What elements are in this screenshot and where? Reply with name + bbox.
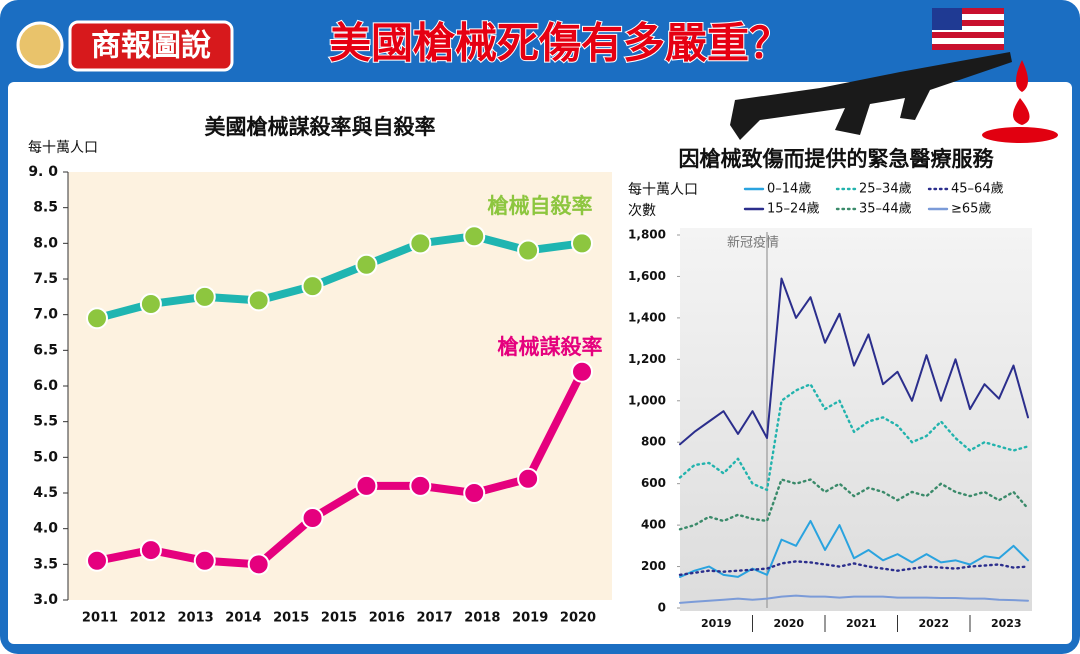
blood-drops: [1012, 60, 1030, 125]
point: [463, 225, 486, 248]
y-tick-label: 400: [641, 518, 666, 532]
y-tick-label: 4.0: [33, 521, 58, 537]
y-axis-label: 每十萬人口: [28, 140, 98, 156]
legend-label: 35–44歲: [859, 202, 912, 217]
point: [301, 275, 324, 298]
annotation: 新冠疫情: [727, 235, 779, 251]
x-tick-label: 2019: [512, 611, 548, 626]
y-tick-label: 1,600: [628, 269, 666, 283]
plot-area-left: [68, 172, 612, 600]
main-title: 美國槍械死傷有多嚴重？: [329, 19, 791, 68]
badge-box: [68, 20, 234, 72]
y-tick-label: 7.0: [33, 307, 58, 323]
x-tick-label: 2015: [321, 611, 357, 626]
legend-label: ≥65歲: [951, 202, 991, 217]
y-tick-label: 1,800: [628, 228, 666, 242]
point: [193, 285, 216, 308]
y-tick-label: 7.5: [33, 271, 58, 287]
point: [409, 232, 432, 255]
point: [193, 549, 216, 572]
rifle: [730, 52, 1012, 140]
series-label: 槍械謀殺率: [498, 335, 603, 359]
y-axis-label: 每十萬人口: [628, 182, 698, 198]
point: [301, 506, 324, 529]
y-tick-label: 1,400: [628, 310, 666, 324]
x-tick-label: 2023: [991, 617, 1022, 630]
point: [355, 474, 378, 497]
y-tick-label: 5.5: [33, 414, 58, 430]
x-tick-label: 2012: [130, 611, 166, 626]
x-tick-label: 2018: [464, 611, 500, 626]
badge-icon: [16, 21, 64, 69]
x-tick-label: 2020: [560, 611, 596, 626]
x-tick-label: 2015: [273, 611, 309, 626]
x-tick-label: 2017: [417, 611, 453, 626]
legend-label: 45–64歲: [951, 182, 1004, 197]
x-tick-label: 2013: [178, 611, 214, 626]
y-tick-label: 9. 0: [28, 164, 58, 180]
blood-pool: [982, 127, 1058, 143]
y-tick-label: 0: [658, 601, 666, 615]
point: [517, 239, 540, 262]
y-tick-label: 1,000: [628, 393, 666, 407]
x-tick-label: 2016: [369, 611, 405, 626]
y-tick-label: 3.5: [33, 556, 58, 572]
y-tick-label: 600: [641, 476, 666, 490]
point: [409, 474, 432, 497]
x-tick-label: 2022: [918, 617, 949, 630]
y-tick-label: 4.5: [33, 485, 58, 501]
series-line: [679, 519, 1029, 578]
series-line: [679, 594, 1029, 604]
point: [355, 253, 378, 276]
y-tick-label: 200: [641, 559, 666, 573]
series-line: [679, 277, 1029, 446]
series-line: [678, 560, 1030, 577]
point: [571, 232, 593, 255]
legend-label: 15–24歲: [767, 202, 820, 217]
y-tick-label: 5.0: [33, 449, 58, 465]
y-tick-label: 6.5: [33, 342, 58, 358]
point: [463, 482, 486, 504]
y-tick-label: 8.5: [33, 200, 58, 216]
x-tick-label: 2019: [701, 617, 732, 630]
series-line: [95, 232, 583, 323]
point: [86, 307, 108, 330]
point: [247, 289, 270, 312]
chart-title: 美國槍械謀殺率與自殺率: [205, 115, 436, 139]
legend-label: 25–34歲: [859, 182, 912, 197]
y-tick-label: 3.0: [33, 592, 58, 608]
x-tick-label: 2014: [225, 611, 261, 626]
x-tick-label: 2011: [82, 611, 118, 626]
y-axis-label: 次數: [628, 203, 656, 219]
y-tick-label: 1,200: [628, 352, 666, 366]
point: [139, 539, 162, 562]
point: [517, 467, 540, 490]
point: [571, 360, 593, 383]
y-tick-label: 800: [641, 435, 666, 449]
series-line: [96, 369, 586, 569]
x-tick-label: 2021: [846, 617, 877, 630]
point: [139, 292, 162, 315]
y-tick-label: 8.0: [33, 235, 58, 251]
series-label: 槍械自殺率: [488, 194, 593, 218]
flag: [932, 8, 1004, 50]
series-line: [678, 383, 1030, 492]
plot-area-right: [680, 228, 1032, 611]
y-tick-label: 6.0: [33, 378, 58, 394]
chart-title: 因槍械致傷而提供的緊急醫療服務: [679, 147, 995, 171]
series-line: [678, 478, 1030, 531]
point: [247, 553, 270, 576]
x-tick-label: 2020: [773, 617, 804, 630]
badge-text: 商報圖說: [91, 29, 211, 64]
point: [86, 549, 108, 572]
legend-label: 0–14歲: [767, 182, 811, 197]
